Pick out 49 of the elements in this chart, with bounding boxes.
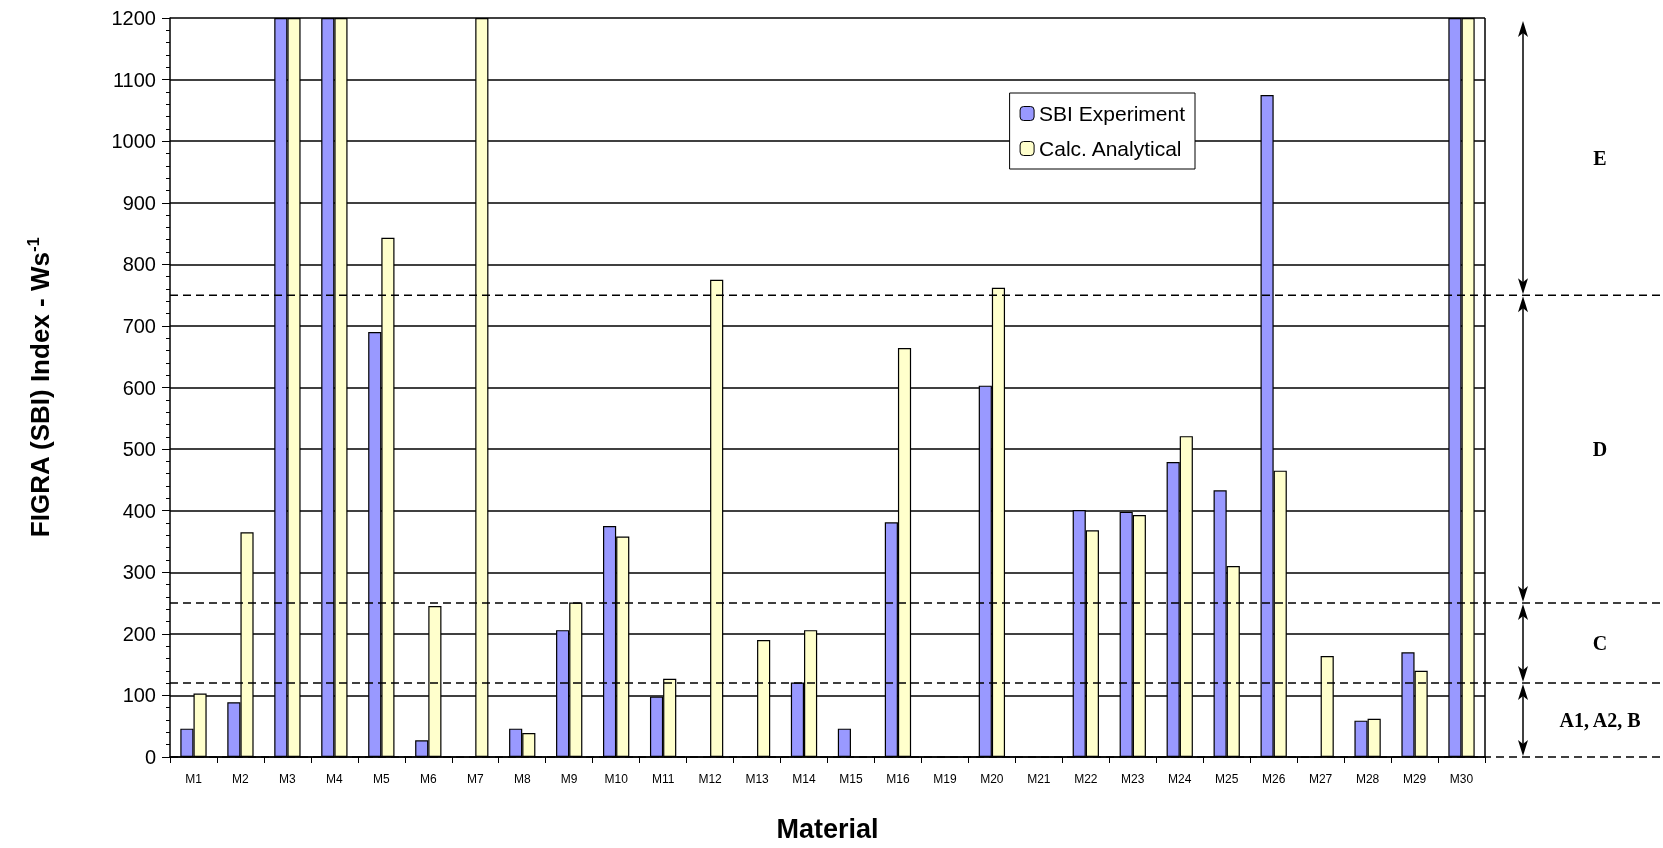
x-tick-label: M12 [698, 772, 723, 786]
x-tick-label: M15 [839, 772, 863, 786]
y-tick-label: 400 [122, 499, 156, 522]
x-tick-label: M16 [886, 772, 910, 786]
x-tick-label: M8 [513, 772, 531, 786]
x-tick-label: M11 [651, 772, 675, 786]
x-tick-label: M2 [232, 772, 250, 786]
y-tick-label: 800 [122, 253, 156, 276]
y-tick-label: 500 [122, 438, 156, 461]
x-tick-label: M10 [604, 772, 629, 786]
x-tick-label: M25 [1215, 772, 1239, 786]
x-axis-title: Material [776, 813, 879, 844]
y-tick-label: 0 [144, 746, 156, 768]
y-tick-label: 100 [122, 684, 156, 707]
legend-label: SBI Experiment [1039, 102, 1186, 125]
text: D [1592, 438, 1608, 461]
x-tick-label: M6 [419, 772, 437, 786]
y-tick-label: 900 [122, 191, 156, 214]
x-tick-label: M5 [373, 772, 390, 786]
y-tick-label: 1000 [111, 130, 156, 153]
x-tick-label: M7 [466, 772, 484, 786]
y-tick-label: 600 [122, 376, 156, 399]
x-tick-label: M27 [1308, 772, 1333, 786]
text: C [1592, 632, 1608, 655]
y-tick-label: 300 [122, 561, 156, 584]
x-tick-label: M3 [279, 772, 297, 786]
x-tick-label: M23 [1121, 772, 1145, 786]
text: E [1593, 146, 1607, 169]
x-tick-label: M19 [933, 772, 957, 786]
x-tick-label: M9 [560, 772, 578, 786]
y-tick-label: 200 [122, 622, 156, 645]
x-tick-label: M29 [1402, 772, 1427, 786]
x-tick-label: M1 [185, 772, 203, 786]
x-tick-label: M20 [980, 772, 1004, 786]
y-tick-label: 1100 [112, 68, 156, 91]
x-tick-label: M24 [1168, 772, 1192, 786]
x-tick-label: M21 [1027, 772, 1051, 786]
y-axis-title: FIGRA (SBI) Index - Ws-1 [24, 237, 55, 538]
x-tick-label: M14 [792, 772, 817, 786]
x-tick-label: M4 [326, 772, 344, 786]
x-tick-label: M28 [1355, 772, 1380, 786]
x-tick-label: M26 [1261, 772, 1286, 786]
legend-label: Calc. Analytical [1039, 137, 1182, 160]
y-tick-label: 700 [122, 314, 156, 337]
x-tick-label: M13 [745, 772, 770, 786]
x-tick-label: M30 [1449, 772, 1474, 786]
text: A1, A2, B [1559, 709, 1641, 732]
y-tick-label: 1200 [111, 7, 156, 29]
x-tick-label: M22 [1074, 772, 1098, 786]
